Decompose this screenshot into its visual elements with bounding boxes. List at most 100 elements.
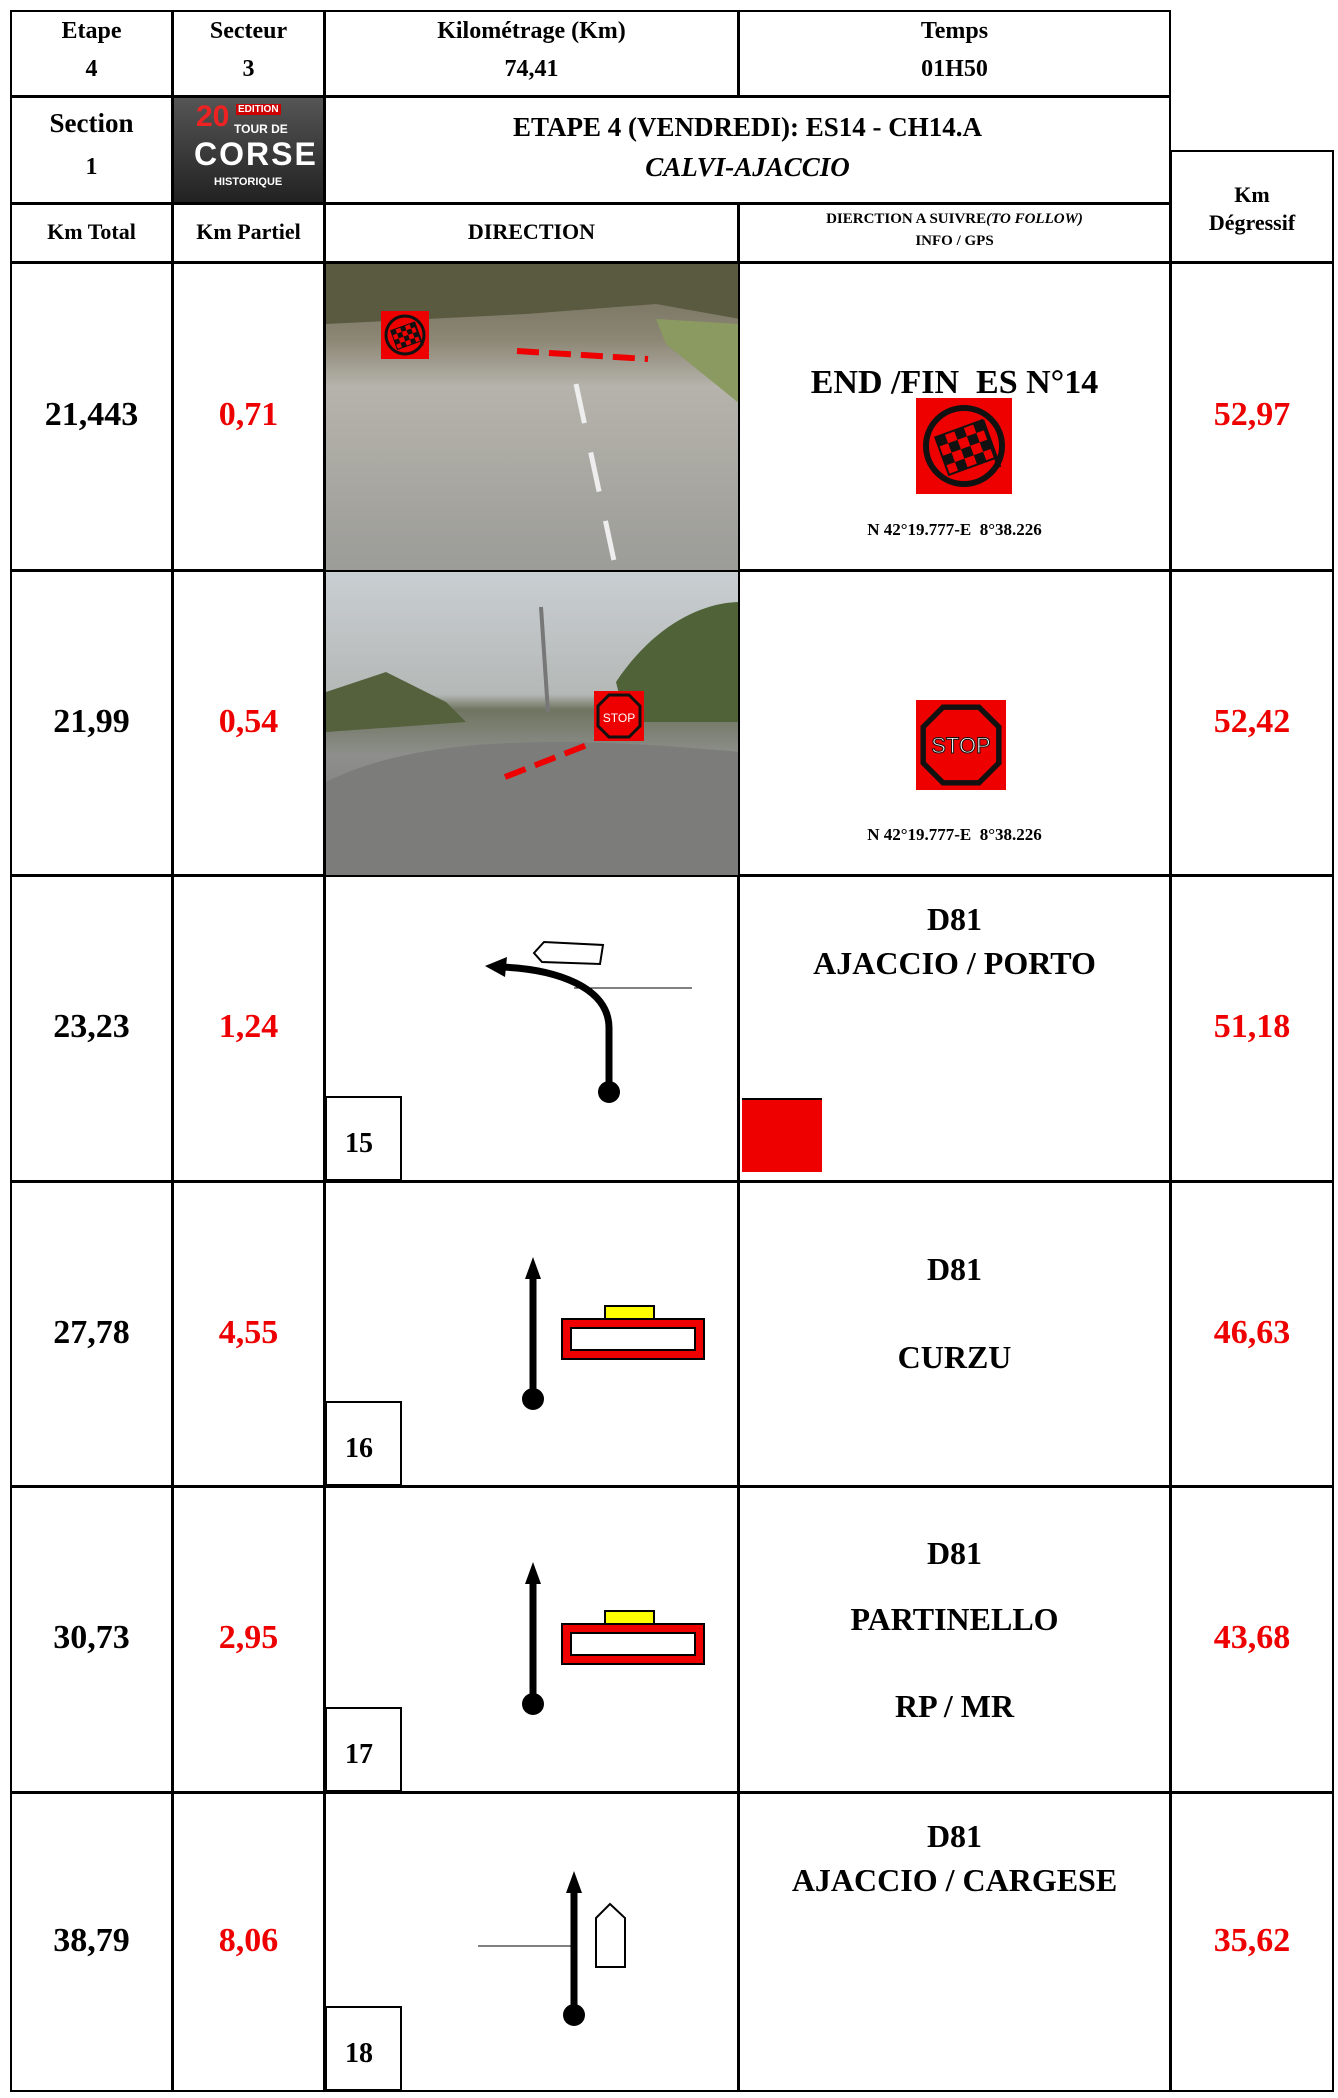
- header-value: 01H50: [921, 56, 988, 82]
- header-label: Secteur: [209, 18, 288, 44]
- direction-diagram: [522, 1257, 705, 1410]
- header-value: 3: [242, 56, 255, 82]
- header-label: Temps: [920, 18, 989, 44]
- column-header: Km Total: [10, 203, 173, 263]
- info-icon: STOP: [916, 700, 1006, 790]
- sign-text: STOP: [603, 711, 635, 725]
- box-number: 16: [325, 1401, 402, 1486]
- km-total: 30,73: [53, 1619, 130, 1656]
- km-partiel-cell: 4,55: [172, 1181, 325, 1487]
- km-degressif: 52,97: [1213, 396, 1291, 433]
- km-degressif-cell: 35,62: [1170, 1792, 1334, 2092]
- column-label: Km: [1234, 182, 1270, 207]
- direction-cell: 17: [324, 1486, 739, 1793]
- km-degressif: 46,63: [1213, 1313, 1291, 1351]
- title-cell: ETAPE 4 (VENDREDI): ES14 - CH14.A CALVI-A…: [324, 96, 1171, 204]
- direction-cell: [324, 262, 740, 571]
- info-line: AJACCIO / PORTO: [813, 945, 1096, 981]
- km-partiel: 2,95: [218, 1619, 279, 1656]
- logo-line1: TOUR DE: [234, 122, 288, 136]
- km-degressif-cell: 46,63: [1170, 1181, 1334, 1487]
- section-label: Section: [49, 108, 134, 138]
- info-cell: D81 CURZU: [738, 1181, 1171, 1487]
- km-degressif-cell: 51,18: [1170, 875, 1334, 1182]
- km-total: 21,99: [53, 702, 130, 740]
- logo-edition: EDITION: [236, 104, 281, 115]
- km-degressif: 43,68: [1213, 1619, 1291, 1656]
- header-cell: Secteur 3: [172, 10, 325, 97]
- header-cell: Etape 4: [10, 10, 173, 97]
- km-degressif-cell: 52,97: [1170, 262, 1334, 571]
- section-cell: Section 1: [10, 96, 173, 204]
- info-line: PARTINELLO: [850, 1601, 1059, 1637]
- km-total: 21,443: [44, 396, 139, 433]
- km-partiel: 0,71: [218, 396, 279, 433]
- info-line: AJACCIO / CARGESE: [791, 1862, 1118, 1898]
- info-line: END /FIN ES N°14: [810, 364, 1099, 401]
- logo-line2: CORSE: [194, 136, 318, 172]
- km-total-cell: 38,79: [10, 1792, 173, 2092]
- logo-cell: 20 EDITION TOUR DE CORSE HISTORIQUE: [172, 96, 325, 204]
- header-value: 4: [85, 56, 98, 82]
- direction-diagram: [478, 1871, 626, 2026]
- km-total-cell: 27,78: [10, 1181, 173, 1487]
- column-label: INFO / GPS: [915, 233, 994, 249]
- section-value: 1: [85, 154, 98, 180]
- sign-text: STOP: [931, 733, 991, 758]
- column-label: (TO FOLLOW): [986, 211, 1083, 227]
- km-total: 23,23: [53, 1008, 130, 1045]
- column-header: DIRECTION: [324, 203, 739, 263]
- rally-icon: [742, 1098, 822, 1172]
- km-partiel-cell: 1,24: [172, 875, 325, 1182]
- km-degressif-cell: 43,68: [1170, 1486, 1334, 1793]
- info-cell: D81 PARTINELLO RP / MR: [738, 1486, 1171, 1793]
- km-degressif: 51,18: [1213, 1008, 1291, 1045]
- km-total-cell: 23,23: [10, 875, 173, 1182]
- info-cell: D81 AJACCIO / CARGESE: [738, 1792, 1171, 2092]
- column-label: DIRECTION: [467, 219, 596, 244]
- info-line: RP / MR: [894, 1688, 1015, 1724]
- header-cell: Temps 01H50: [738, 10, 1171, 97]
- info-line: D81: [926, 1818, 983, 1854]
- column-header: Km Dégressif: [1170, 150, 1334, 263]
- info-line: D81: [926, 1251, 983, 1287]
- direction-cell: STOP: [324, 570, 740, 877]
- column-header: DIERCTION A SUIVRE(TO FOLLOW) INFO / GPS: [738, 203, 1171, 263]
- info-icon: [916, 398, 1012, 494]
- header-label: Etape: [61, 18, 122, 44]
- km-partiel-cell: 2,95: [172, 1486, 325, 1793]
- subtitle: CALVI-AJACCIO: [645, 152, 850, 182]
- info-line: D81: [926, 1535, 983, 1571]
- info-line: CURZU: [897, 1339, 1012, 1375]
- km-partiel-cell: 8,06: [172, 1792, 325, 2092]
- direction-diagram: [485, 940, 692, 1103]
- km-total: 38,79: [53, 1921, 130, 1959]
- km-partiel: 4,55: [218, 1313, 279, 1351]
- km-total-cell: 21,443: [10, 262, 173, 571]
- direction-cell: 18: [324, 1792, 739, 2092]
- direction-diagram: STOP: [326, 572, 740, 877]
- column-label: Km Partiel: [196, 219, 301, 244]
- direction-diagram: [522, 1562, 705, 1715]
- column-header: Km Partiel: [172, 203, 325, 263]
- direction-cell: 15: [324, 875, 739, 1182]
- box-number: 18: [325, 2006, 402, 2091]
- header-value: 74,41: [504, 56, 559, 82]
- column-label: Km Total: [47, 219, 136, 244]
- gps: N 42°19.777-E 8°38.226: [867, 520, 1042, 539]
- km-degressif: 52,42: [1213, 702, 1291, 740]
- km-partiel-cell: 0,54: [172, 570, 325, 876]
- km-total-cell: 21,99: [10, 570, 173, 876]
- logo-line3: HISTORIQUE: [214, 176, 283, 188]
- km-degressif-cell: 52,42: [1170, 570, 1334, 876]
- km-total-cell: 30,73: [10, 1486, 173, 1793]
- column-label: DIERCTION A SUIVRE: [826, 211, 987, 227]
- direction-cell: 16: [324, 1181, 739, 1487]
- info-cell: STOP N 42°19.777-E 8°38.226: [738, 570, 1171, 876]
- logo: 20 EDITION TOUR DE CORSE HISTORIQUE: [174, 98, 323, 202]
- box-number: 17: [325, 1707, 402, 1792]
- column-label: DIERCTION A SUIVRE(TO FOLLOW): [740, 211, 1169, 228]
- km-partiel: 8,06: [218, 1921, 279, 1959]
- info-cell: END /FIN ES N°14 N 42°19.777-E 8°38.226: [738, 262, 1171, 571]
